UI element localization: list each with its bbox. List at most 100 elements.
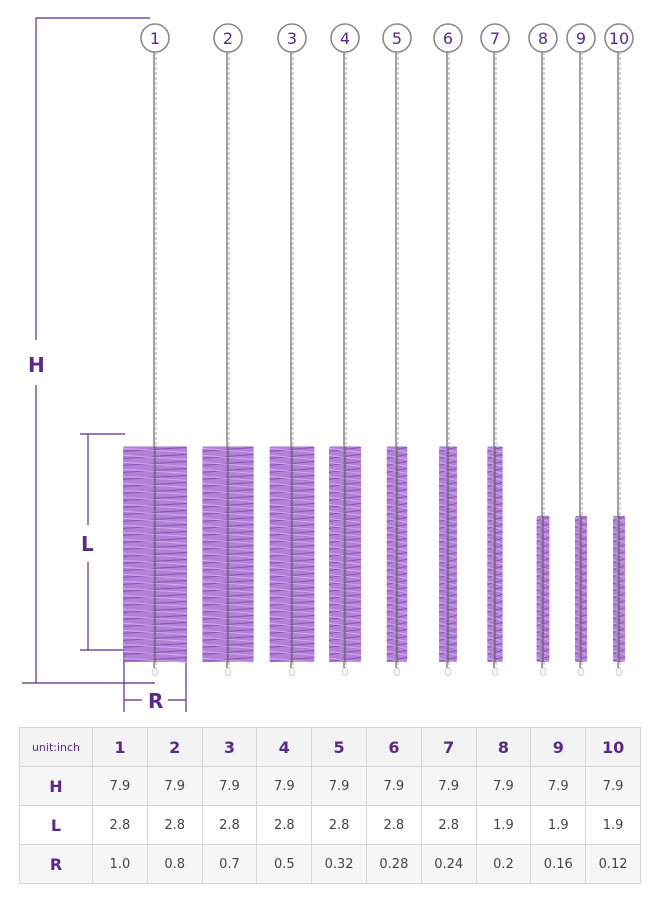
brush-number-label: 2 — [223, 29, 233, 48]
brush-number-label: 10 — [609, 29, 629, 48]
row-label: L — [19, 805, 93, 845]
column-header: 3 — [201, 727, 258, 767]
brush-bristles-3 — [269, 446, 315, 663]
brush-loop-10 — [604, 23, 634, 53]
brush-number-label: 1 — [150, 29, 160, 48]
table-cell: 2.8 — [365, 805, 422, 845]
brush-tip-10 — [615, 667, 623, 677]
table-cell: 7.9 — [201, 766, 258, 806]
l-dimension-label: L — [81, 532, 94, 556]
brush-loop-6 — [433, 23, 463, 53]
brush-4: 4 — [328, 23, 362, 677]
brush-tip-5 — [393, 667, 401, 677]
column-header: 7 — [420, 727, 477, 767]
brush-number-label: 9 — [576, 29, 586, 48]
table-cell: 0.32 — [311, 844, 367, 884]
table-cell: 2.8 — [146, 805, 203, 845]
brush-loop-5 — [382, 23, 412, 53]
h-dimension-label: H — [28, 353, 45, 377]
brush-3: 3 — [269, 23, 315, 677]
brush-loop-4 — [330, 23, 360, 53]
table-cell: 7.9 — [92, 766, 148, 806]
brush-bristles-6 — [438, 446, 458, 663]
table-cell: 2.8 — [311, 805, 367, 845]
column-header: 1 — [92, 727, 148, 767]
table-cell: 7.9 — [146, 766, 203, 806]
brush-tip-1 — [151, 667, 159, 677]
table-cell: 7.9 — [420, 766, 477, 806]
table-cell: 0.8 — [146, 844, 203, 884]
brushes: 1 2 3 4 5 6 7 8 9 10 — [122, 23, 634, 677]
brush-loop-7 — [480, 23, 510, 53]
table-header-row: unit:inch 1 2 3 4 5 6 7 8 9 10 — [19, 727, 641, 767]
brush-size-diagram: H L R 1 2 3 4 5 6 7 8 9 10 — [22, 17, 634, 712]
brush-loop-1 — [140, 23, 170, 53]
table-cell: 7.9 — [365, 766, 422, 806]
row-label: R — [19, 844, 93, 884]
column-header: 10 — [585, 727, 641, 767]
brush-number-label: 7 — [490, 29, 500, 48]
brush-8: 8 — [528, 23, 558, 677]
column-header: 6 — [365, 727, 422, 767]
brush-loop-8 — [528, 23, 558, 53]
brush-bristles-1 — [122, 446, 188, 663]
table-cell: 7.9 — [475, 766, 532, 806]
brush-loop-2 — [213, 23, 243, 53]
table-cell: 1.9 — [475, 805, 532, 845]
brush-bristles-8 — [536, 515, 550, 663]
table-cell: 0.24 — [420, 844, 477, 884]
table-cell: 0.2 — [475, 844, 532, 884]
r-dimension-label: R — [148, 689, 163, 712]
brush-tip-7 — [491, 667, 499, 677]
brush-6: 6 — [433, 23, 463, 677]
brush-number-label: 8 — [538, 29, 548, 48]
table-cell: 1.0 — [92, 844, 148, 884]
table-row-h: H 7.9 7.9 7.9 7.9 7.9 7.9 7.9 7.9 7.9 7.9 — [19, 766, 641, 806]
table-row-r: R 1.0 0.8 0.7 0.5 0.32 0.28 0.24 0.2 0.16 0.12 — [19, 844, 641, 884]
column-header: 8 — [475, 727, 532, 767]
brush-number-label: 4 — [340, 29, 350, 48]
size-spec-table: unit:inch 1 2 3 4 5 6 7 8 9 10 H 7.9 7.9 7.9 7.9 7.9 7.9 7… — [19, 727, 641, 884]
brush-number-label: 5 — [392, 29, 402, 48]
brush-bristles-4 — [328, 446, 362, 663]
brush-5: 5 — [382, 23, 412, 677]
table-cell: 7.9 — [311, 766, 367, 806]
column-header: 4 — [256, 727, 313, 767]
column-header: 9 — [530, 727, 587, 767]
table-cell: 0.28 — [365, 844, 422, 884]
brush-1: 1 — [122, 23, 188, 677]
brush-2: 2 — [202, 23, 254, 677]
brush-number-label: 6 — [443, 29, 453, 48]
row-label: H — [19, 766, 93, 806]
brush-9: 9 — [566, 23, 596, 677]
brush-loop-3 — [277, 23, 307, 53]
column-header: 5 — [311, 727, 367, 767]
brush-bristles-2 — [202, 446, 254, 663]
brush-loop-9 — [566, 23, 596, 53]
brush-tip-9 — [577, 667, 585, 677]
table-cell: 7.9 — [530, 766, 587, 806]
table-cell: 0.16 — [530, 844, 587, 884]
brush-bristles-9 — [574, 515, 588, 663]
table-cell: 0.7 — [201, 844, 258, 884]
table-cell: 7.9 — [585, 766, 641, 806]
brush-number-label: 3 — [287, 29, 297, 48]
brush-7: 7 — [480, 23, 510, 677]
table-cell: 2.8 — [92, 805, 148, 845]
table-cell: 1.9 — [530, 805, 587, 845]
table-cell: 0.5 — [256, 844, 313, 884]
brush-diagram-canvas: H L R 1 2 3 4 5 6 7 8 9 10 — [22, 17, 634, 712]
brush-bristles-7 — [487, 446, 503, 663]
brush-tip-3 — [288, 667, 296, 677]
brush-tip-8 — [539, 667, 547, 677]
table-cell: 0.12 — [585, 844, 641, 884]
table-cell: 2.8 — [201, 805, 258, 845]
brush-10: 10 — [604, 23, 634, 677]
brush-tip-2 — [224, 667, 232, 677]
unit-label: unit:inch — [19, 727, 93, 767]
table-row-l: L 2.8 2.8 2.8 2.8 2.8 2.8 2.8 1.9 1.9 1.9 — [19, 805, 641, 845]
table-cell: 2.8 — [256, 805, 313, 845]
table-cell: 7.9 — [256, 766, 313, 806]
brush-bristles-5 — [386, 446, 408, 663]
brush-tip-4 — [341, 667, 349, 677]
